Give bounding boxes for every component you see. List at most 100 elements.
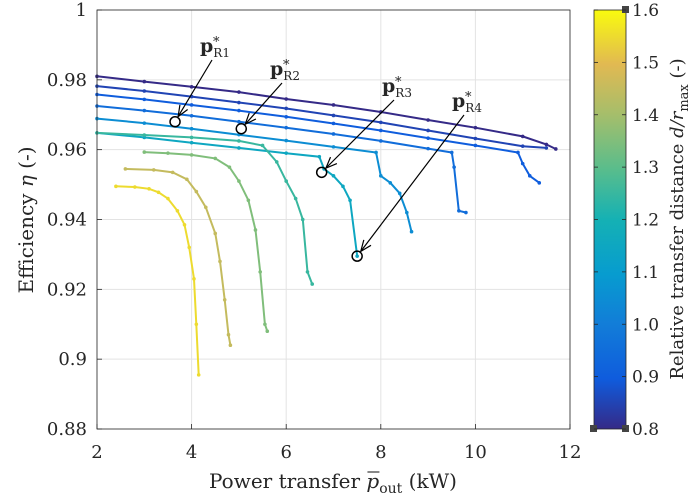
series-point <box>457 208 461 213</box>
colorbar-ticks: 0.8 0.9 1.0 1.1 1.2 1.3 1.4 1.5 1.6 <box>594 1 659 440</box>
colorbar-tick-label: 1.4 <box>632 106 659 126</box>
series-point <box>142 133 147 137</box>
data-series <box>95 74 558 377</box>
series-point <box>527 174 532 178</box>
series-point <box>189 126 194 131</box>
colorbar-handle-bottom-right <box>622 425 629 432</box>
series-point <box>237 119 241 124</box>
series-point <box>263 322 267 327</box>
y-tick-label: 0.94 <box>47 210 87 231</box>
y-tick-label: 0.9 <box>58 349 87 370</box>
annotations: pR1*pR2*pR3*pR4* <box>169 35 482 262</box>
annotation-arrowhead <box>177 104 188 118</box>
series-point <box>274 160 279 164</box>
annotation-arrow <box>360 114 465 252</box>
colorbar-tick-label: 1.1 <box>632 263 659 283</box>
y-tick-label: 1 <box>76 0 87 21</box>
series-point <box>246 198 251 203</box>
y-tick-label: 0.92 <box>47 279 87 300</box>
colorbar-label: Relative transfer distance d/rmax (-) <box>667 58 692 379</box>
series-point <box>194 322 199 327</box>
series-point <box>147 186 151 191</box>
series-point <box>284 106 289 111</box>
series-point <box>151 168 156 172</box>
series-point <box>284 97 289 101</box>
series-point <box>544 146 549 150</box>
colorbar-tick-label: 0.8 <box>632 420 659 440</box>
series-point <box>544 142 549 147</box>
annotation-label: pR4 <box>452 90 482 115</box>
series-point <box>203 205 208 210</box>
colorbar-tick-label: 1.5 <box>632 53 659 73</box>
x-tick-label: 2 <box>91 442 102 463</box>
axis-ticks: 2 4 6 8 10 12 0.88 0.9 0.92 0.94 0.96 0.98 1 <box>47 0 582 463</box>
series-point <box>409 229 414 234</box>
series-point <box>426 118 430 122</box>
series-point <box>237 179 241 183</box>
series-point <box>317 154 322 159</box>
series-point <box>170 170 175 175</box>
series-point <box>166 196 170 201</box>
series-point <box>228 343 233 348</box>
series-point <box>258 270 262 274</box>
series-point <box>331 145 336 149</box>
series-line <box>96 117 413 232</box>
series-point <box>265 329 270 334</box>
colorbar-tick-label: 1.0 <box>632 315 659 335</box>
annotation-arrowhead <box>359 239 372 253</box>
colorbar <box>593 9 627 430</box>
series-point <box>114 184 118 189</box>
series-point <box>284 125 289 130</box>
series-point <box>189 135 194 140</box>
series-point <box>253 228 258 232</box>
annotation-arrow <box>177 59 213 117</box>
series-point <box>426 128 430 133</box>
series-point <box>405 210 409 215</box>
series-point <box>452 165 456 169</box>
series-point <box>516 150 520 155</box>
annotation-label: pR2 <box>270 58 300 83</box>
series-point <box>341 184 345 189</box>
series-point <box>237 108 241 113</box>
colorbar-handle-top-right <box>622 6 629 13</box>
y-axis-label: Efficiency η (-) <box>14 146 38 293</box>
series-point <box>175 208 180 213</box>
series-point <box>260 143 265 148</box>
series-point <box>284 179 289 183</box>
series-point <box>348 198 352 203</box>
series-point <box>194 189 199 194</box>
colorbar-handle-bottom-left <box>590 425 597 432</box>
series-point <box>374 150 378 155</box>
series-point <box>142 108 147 113</box>
series-point <box>379 128 383 133</box>
series-point <box>310 282 315 286</box>
series-point <box>182 222 187 227</box>
series-point <box>426 146 430 151</box>
series-point <box>473 143 478 148</box>
annotation-arrowhead <box>244 112 257 126</box>
x-tick-label: 10 <box>464 442 487 463</box>
y-tick-label: 0.96 <box>47 140 87 161</box>
series-point <box>388 181 393 185</box>
annotation-star: * <box>213 35 220 50</box>
series-point <box>237 90 241 94</box>
series-point <box>222 298 227 302</box>
series-point <box>142 97 147 102</box>
colorbar-tick-label: 0.9 <box>632 368 659 388</box>
x-tick-label: 4 <box>186 442 197 463</box>
series-point <box>189 85 194 89</box>
series-point <box>237 100 241 105</box>
colorbar-tick-label: 1.6 <box>632 1 659 21</box>
series-point <box>185 177 189 182</box>
annotation-marker <box>351 250 363 262</box>
series-point <box>213 156 218 161</box>
x-tick-label: 8 <box>375 442 386 463</box>
series-point <box>305 270 310 274</box>
series-point <box>189 153 194 157</box>
annotation-arrow <box>244 82 283 125</box>
series-point <box>196 373 201 377</box>
series-point <box>142 79 147 84</box>
series-point <box>284 115 289 119</box>
series-point <box>142 121 147 125</box>
